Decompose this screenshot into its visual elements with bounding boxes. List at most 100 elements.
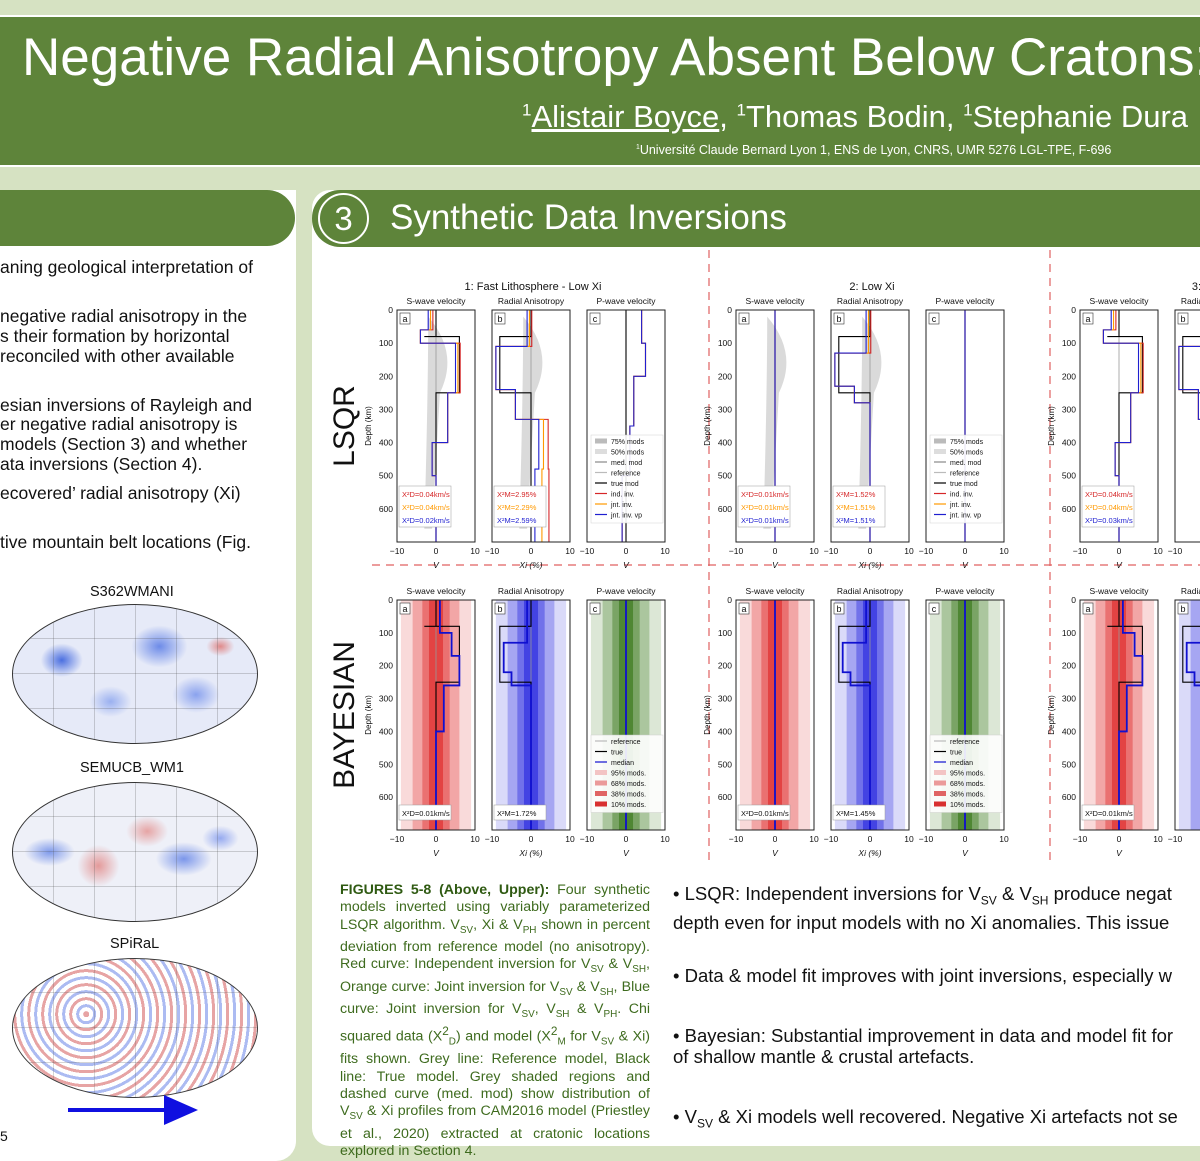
depth-tick-label: 600 <box>1062 792 1076 802</box>
fit-value: X²M=1.72% <box>497 809 537 818</box>
x-tick-label: −10 <box>824 546 839 556</box>
subplot-letter: a <box>402 604 407 614</box>
legend-entry: 50% mods <box>611 450 645 457</box>
left-text-line: tive mountain belt locations (Fig. <box>0 532 251 552</box>
legend-entry: median <box>950 760 973 767</box>
legend-entry: reference <box>611 471 641 478</box>
inversion-line <box>1102 310 1140 542</box>
median-line <box>502 600 532 830</box>
left-text-line: s their formation by horizontal <box>0 326 230 346</box>
x-tick-label: −10 <box>580 834 595 844</box>
x-tick-label: 10 <box>904 834 914 844</box>
x-tick-label: −10 <box>390 546 405 556</box>
subplot-title: Radial Anisotropy <box>837 296 904 306</box>
subplot-frame <box>586 309 666 543</box>
median-line <box>435 600 461 830</box>
legend-entry: jnt. inv. vp <box>949 513 981 520</box>
x-tick-label: 10 <box>999 546 1009 556</box>
x-tick-label: 0 <box>529 546 534 556</box>
x-tick-label: −10 <box>824 834 839 844</box>
depth-tick-label: 0 <box>1071 595 1076 605</box>
fit-value: X²M=2.95% <box>497 490 537 499</box>
legend-entry: median <box>611 760 634 767</box>
subplot-title: S-wave velocity <box>745 586 805 596</box>
legend-box <box>590 734 664 813</box>
map-title-s362wmani: S362WMANI <box>90 584 174 600</box>
subplot-title: S-wave velocity <box>1089 586 1149 596</box>
left-text-line: ata inversions (Section 4). <box>0 454 203 474</box>
depth-tick-label: 600 <box>379 792 393 802</box>
subplot-frame <box>586 599 666 831</box>
left-text-line: er negative radial anisotropy is <box>0 414 238 434</box>
x-tick-label: 10 <box>470 546 480 556</box>
depth-tick-label: 0 <box>727 305 732 315</box>
legend-entry: 38% mods. <box>611 792 646 799</box>
depth-tick-label: 0 <box>1071 305 1076 315</box>
legend-entry: 95% mods. <box>611 771 646 778</box>
fit-value: X²M=2.59% <box>497 516 537 525</box>
median-line <box>1118 600 1144 830</box>
depth-axis-label: Depth (km) <box>1047 695 1056 735</box>
depth-tick-label: 100 <box>379 628 393 638</box>
fit-value: X²D=0.04km/s <box>402 503 450 512</box>
author-2: Thomas Bodin <box>746 99 946 134</box>
subplot-title: Radial Anisotropy <box>837 586 904 596</box>
depth-tick-label: 400 <box>718 438 732 448</box>
fit-box <box>1081 804 1135 821</box>
fit-value: X²D=0.03km/s <box>1085 516 1133 525</box>
x-axis-label: V <box>962 560 969 570</box>
fit-value: X²M=2.29% <box>497 503 537 512</box>
subplot-title: Radial Anisotropy <box>1181 296 1200 306</box>
subplot-frame <box>1174 599 1200 831</box>
x-tick-label: −10 <box>729 546 744 556</box>
depth-axis-label: Depth (km) <box>364 406 373 446</box>
legend-entry: 38% mods. <box>950 792 985 799</box>
subplot-letter: a <box>1085 314 1090 324</box>
inversion-line <box>1178 345 1200 420</box>
legend-entry: true <box>950 750 962 757</box>
left-section-header <box>0 190 295 246</box>
subplot-letter-box <box>833 312 845 325</box>
x-axis-label: V <box>772 560 779 570</box>
depth-axis-label: Depth (km) <box>703 695 712 735</box>
subplot-letter: b <box>836 604 841 614</box>
fit-value: X²D=0.01km/s <box>741 503 789 512</box>
subplot-letter-box <box>399 312 411 325</box>
subplot-frame <box>925 599 1005 831</box>
x-tick-label: −10 <box>580 546 595 556</box>
x-tick-label: 0 <box>773 546 778 556</box>
x-tick-label: −10 <box>919 546 934 556</box>
panel-title: 3: Fast Lit <box>1192 281 1200 293</box>
x-tick-label: 10 <box>1153 546 1163 556</box>
subplot-letter-box <box>1177 602 1189 615</box>
subplot-title: Radial Anisotropy <box>498 586 565 596</box>
figure-caption: FIGURES 5-8 (Above, Upper): Four synthet… <box>340 882 651 1159</box>
depth-tick-label: 300 <box>1062 694 1076 704</box>
section-3-header <box>312 190 1200 247</box>
subplot-letter-box <box>928 312 940 325</box>
x-tick-label: 10 <box>660 834 670 844</box>
legend-entry: med. mod <box>611 460 642 467</box>
author-3: Stephanie Dura <box>972 99 1189 134</box>
x-tick-label: 10 <box>1153 834 1163 844</box>
depth-tick-label: 500 <box>718 471 732 481</box>
legend-entry: reference <box>950 471 980 478</box>
depth-tick-label: 500 <box>1062 471 1076 481</box>
arrow-head-icon <box>164 1095 198 1125</box>
legend-entry: 68% mods. <box>611 781 646 788</box>
subplot-frame <box>1079 599 1159 831</box>
subplot-letter-box <box>494 602 506 615</box>
legend-entry: jnt. inv. <box>949 502 972 509</box>
author-1: Alistair Boyce <box>531 99 720 134</box>
depth-tick-label: 0 <box>388 305 393 315</box>
legend-box <box>590 434 664 524</box>
fit-value: X²M=1.52% <box>836 490 876 499</box>
subplot-letter-box <box>589 312 601 325</box>
left-text-line: models (Section 3) and whether <box>0 434 248 454</box>
subplot-frame <box>1174 309 1200 543</box>
subplot-letter: b <box>497 604 502 614</box>
depth-axis-label: Depth (km) <box>1047 406 1056 446</box>
map-title-semucb: SEMUCB_WM1 <box>80 760 184 776</box>
true-model-line <box>424 600 460 830</box>
subplot-frame <box>925 309 1005 543</box>
